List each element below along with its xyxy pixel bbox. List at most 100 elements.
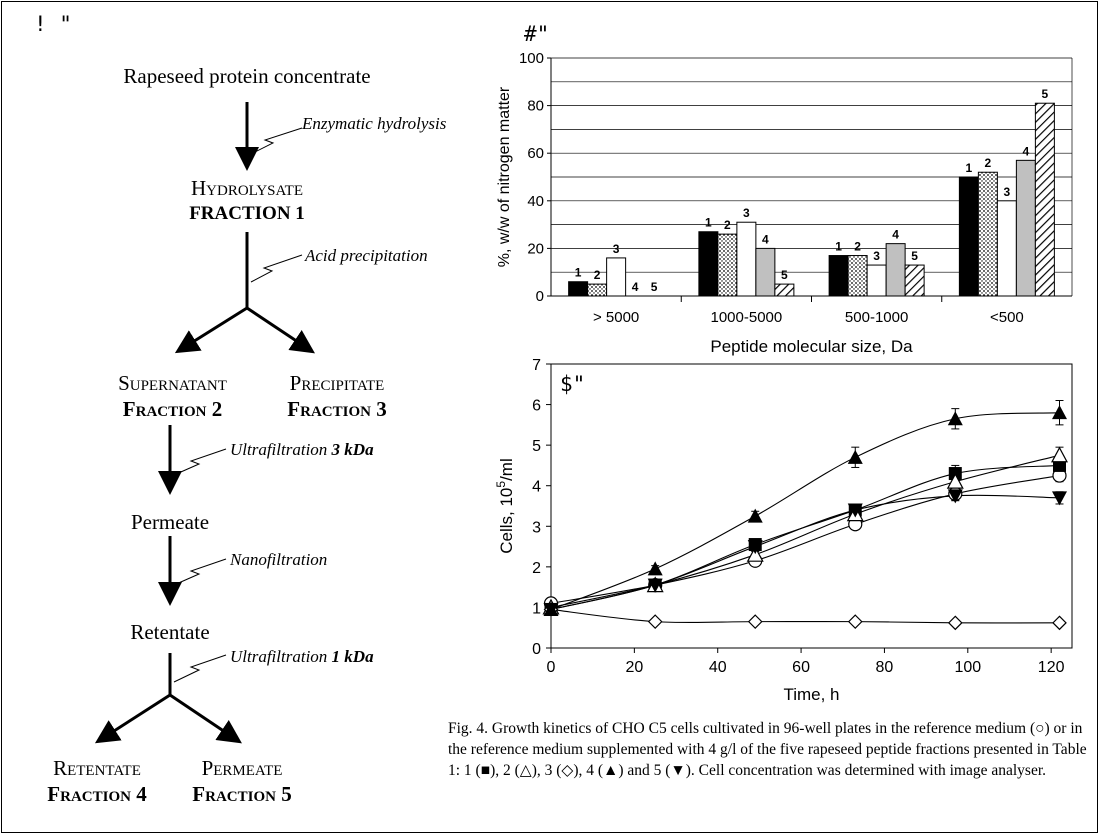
bar-4 (1015, 159, 1036, 297)
flow-fraction-2: Fraction 2 (122, 397, 223, 421)
flow-step-uf3-text: Ultrafiltration (230, 440, 332, 459)
x-tick-label: <500 (990, 309, 1024, 326)
y-tick-label: 6 (532, 398, 541, 415)
bar-1 (568, 281, 589, 297)
flow-step-uf3-cutoff: 3 kDa (331, 440, 374, 459)
x-tick-label: > 5000 (593, 309, 639, 326)
y-tick-label: 7 (532, 357, 541, 374)
y-tick-label: 4 (532, 479, 541, 496)
y-axis-title-unit: /ml (497, 458, 516, 481)
y-axis-title: %, w/w of nitrogen matter (496, 86, 513, 267)
y-tick-label: 20 (527, 240, 544, 257)
y-tick-label: 1 (532, 600, 541, 617)
series-line-1 (550, 464, 1060, 610)
flow-fraction-3: Fraction 3 (287, 397, 387, 421)
marker-2 (946, 472, 964, 489)
y-tick-label: 40 (527, 193, 544, 210)
bar-label: 1 (575, 266, 582, 280)
marker-4 (1051, 405, 1067, 420)
bar-4 (885, 243, 906, 297)
y-tick-label: 3 (532, 519, 541, 536)
figure-caption: Fig. 4. Growth kinetics of CHO C5 cells … (448, 720, 1087, 779)
bar-label: 1 (835, 240, 842, 254)
y-tick-label: 0 (536, 288, 544, 305)
flow-permeate-5: Permeate (201, 756, 283, 780)
marker-3 (647, 614, 663, 629)
bar-label: 2 (985, 156, 992, 170)
bar-label: 2 (854, 240, 861, 254)
bar-2 (977, 171, 998, 297)
flow-step-uf3: Ultrafiltration 3 kDa (230, 440, 374, 460)
x-tick-label: 40 (709, 659, 727, 676)
marker-5 (847, 503, 863, 518)
marker-4 (747, 508, 763, 523)
y-tick-label: 0 (532, 641, 541, 658)
bar-3 (996, 200, 1017, 297)
y-tick-label: 100 (519, 50, 544, 67)
flow-permeate: Permeate (130, 510, 210, 534)
y-axis-title-main: Cells, 10 (497, 488, 516, 554)
bar-label: 3 (1004, 185, 1011, 199)
x-tick-label: 80 (876, 659, 894, 676)
x-tick-label: 20 (625, 659, 643, 676)
x-tick-label: 1000-5000 (711, 309, 783, 326)
panel-c-label: $" (560, 372, 586, 396)
bar-label: 5 (1042, 87, 1049, 101)
x-axis-title: Time, h (783, 685, 839, 704)
marker-3 (847, 614, 863, 629)
flow-precipitate: Precipitate (289, 371, 385, 395)
marker-2 (1050, 446, 1068, 463)
marker-5 (1051, 491, 1067, 506)
bar-label: 5 (781, 268, 788, 282)
marker-5 (647, 578, 663, 593)
flow-fraction-4: Fraction 4 (47, 782, 147, 806)
zigzag-icon (250, 127, 303, 155)
flow-step-nano: Nanofiltration (230, 550, 328, 569)
bar-1 (828, 255, 849, 297)
marker-3 (947, 615, 963, 631)
flow-supernatant: Supernatant (118, 371, 227, 395)
flow-arrow-retentate4 (94, 693, 171, 744)
flow-step-uf1-text: Ultrafiltration (230, 647, 332, 666)
series-line-3 (550, 608, 1060, 624)
flow-step-uf1-cutoff: 1 kDa (331, 647, 374, 666)
flow-retentate-4: Retentate (53, 756, 141, 780)
bar-label: 4 (632, 280, 639, 294)
marker-4 (847, 449, 863, 464)
zigzag-icon (250, 254, 303, 283)
marker-3 (1052, 615, 1067, 631)
x-tick-label: 0 (547, 659, 556, 676)
zigzag-icon (173, 654, 227, 683)
marker-4 (647, 561, 663, 576)
flow-fraction-1: FRACTION 1 (189, 203, 305, 224)
marker-5 (543, 602, 559, 617)
bar-2 (717, 233, 738, 297)
flow-step-enzymatic: Enzymatic hydrolysis (302, 114, 447, 133)
zigzag-icon (173, 448, 227, 476)
flow-start: Rapeseed protein concentrate (123, 64, 371, 88)
panel-b-label: #" (524, 22, 550, 46)
y-axis-title-exponent: 5 (494, 481, 508, 488)
series-line-reference (550, 475, 1060, 604)
bar-2 (847, 255, 868, 297)
x-tick-label: 60 (792, 659, 810, 676)
y-tick-label: 2 (532, 560, 541, 577)
y-tick-label: 60 (527, 145, 544, 162)
panel-a-label: ! " (34, 12, 72, 36)
bar-label: 2 (594, 268, 601, 282)
bar-label: 3 (743, 206, 750, 220)
y-tick-label: 80 (527, 98, 544, 115)
bar-5 (904, 264, 925, 297)
bar-4 (755, 247, 776, 297)
marker-3 (747, 614, 763, 629)
series-line-2 (550, 454, 1060, 608)
flow-arrow-precipitate (246, 306, 315, 354)
bar-3 (606, 257, 627, 297)
bar-5 (774, 283, 795, 297)
x-tick-label: 100 (954, 659, 981, 676)
flowchart-arrows (94, 102, 315, 744)
flow-arrow-supernatant (174, 306, 248, 354)
x-axis-title: Peptide molecular size, Da (710, 337, 913, 356)
series-line-5 (550, 494, 1060, 610)
